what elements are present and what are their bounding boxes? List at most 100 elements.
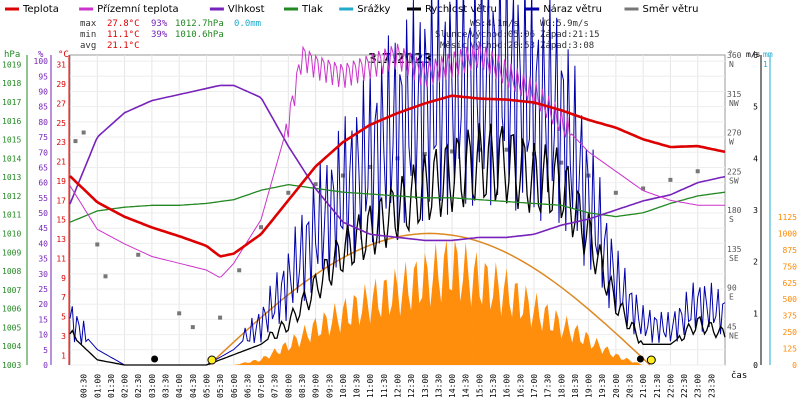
humidity-tick-label: 0 — [43, 361, 48, 370]
x-tick-label: 09:30 — [325, 374, 334, 398]
direction-tick-label: 270 — [727, 129, 742, 138]
solar-theoretical-curve — [208, 232, 651, 366]
humidity-tick-label: 10 — [38, 331, 48, 340]
pressure-tick-label: 1013 — [2, 173, 21, 182]
solar-tick-label: 250 — [783, 328, 798, 337]
direction-tick-label: E — [729, 293, 734, 302]
x-tick-label: 03:30 — [162, 374, 171, 398]
solar-tick-label: 125 — [783, 345, 798, 354]
rain-axis-label: mm — [763, 50, 773, 59]
solar-tick-label: 0 — [792, 361, 797, 370]
humidity-tick-label: 20 — [38, 300, 48, 309]
pressure-tick-label: 1011 — [2, 211, 21, 220]
pressure-tick-label: 1014 — [2, 154, 21, 163]
wind-axis-label: m/s — [746, 50, 761, 59]
moon-set: Západ:3:08 — [540, 41, 594, 51]
wind-direction-point — [668, 177, 673, 182]
solar-tick-label: 375 — [783, 312, 798, 321]
wind-direction-point — [190, 325, 195, 330]
humidity-tick-label: 60 — [38, 179, 48, 188]
wind-speed-line — [69, 123, 726, 366]
humidity-tick-label: 95 — [38, 72, 48, 81]
x-tick-label: 04:00 — [175, 374, 184, 398]
moon-icon — [151, 355, 159, 363]
wind-direction-point — [504, 147, 509, 152]
x-tick-label: 21:00 — [639, 374, 648, 398]
icon-layer — [151, 355, 656, 365]
solar-tick-label: 500 — [783, 295, 798, 304]
stats-wg: WG:5.9m/s — [540, 19, 589, 29]
pressure-tick-label: 1008 — [2, 267, 21, 276]
x-tick-label: 02:00 — [121, 374, 130, 398]
direction-tick-label: SW — [729, 176, 739, 185]
stats-min-label: min — [80, 30, 96, 40]
legend: Teplota Přízemní teplota Vlhkost Tlak Srážky… — [5, 3, 698, 15]
wind-direction-point — [73, 139, 78, 144]
wind-direction-point — [81, 130, 86, 135]
wind-direction-point — [695, 169, 700, 174]
direction-tick-label: 225 — [727, 167, 742, 176]
legend-label: Tlak — [301, 4, 323, 15]
pressure-tick-label: 1007 — [2, 286, 21, 295]
direction-tick-label: 45 — [727, 322, 737, 331]
temperature-tick-label: 9 — [61, 274, 66, 283]
humidity-tick-label: 35 — [38, 255, 48, 264]
moon-label: Měsíc — [440, 41, 467, 51]
x-tick-label: 16:30 — [516, 374, 525, 398]
pressure-tick-label: 1019 — [2, 60, 21, 69]
wind-direction-point — [313, 182, 318, 187]
humidity-tick-label: 55 — [38, 194, 48, 203]
direction-tick-label: 135 — [727, 245, 742, 254]
wind-direction-point — [422, 152, 427, 157]
temperature-tick-label: 19 — [56, 177, 66, 186]
x-tick-label: 03:00 — [148, 374, 157, 398]
humidity-tick-label: 40 — [38, 239, 48, 248]
humidity-tick-label: 75 — [38, 133, 48, 142]
pressure-tick-label: 1006 — [2, 305, 21, 314]
x-tick-label: 11:30 — [380, 374, 389, 398]
sun-icon — [207, 355, 217, 365]
direction-tick-label: W — [729, 138, 734, 147]
temperature-tick-label: 23 — [56, 138, 66, 147]
humidity-tick-label: 85 — [38, 103, 48, 112]
legend-label: Vlhkost — [228, 4, 265, 15]
humidity-tick-label: 45 — [38, 224, 48, 233]
x-tick-label: 23:00 — [694, 374, 703, 398]
solar-tick-label: 750 — [783, 262, 798, 271]
temperature-axis-label: °C — [58, 50, 69, 60]
solar-tick-label: 625 — [783, 279, 798, 288]
legend-label: Teplota — [22, 4, 59, 15]
x-tick-label: 21:30 — [653, 374, 662, 398]
stats-max-hum: 93% — [151, 19, 168, 29]
legend-label: Srážky — [357, 3, 390, 15]
pressure-tick-label: 1017 — [2, 98, 21, 107]
x-tick-label: 08:00 — [284, 374, 293, 398]
temperature-tick-label: 11 — [56, 254, 66, 263]
wind-direction-point — [95, 242, 100, 247]
temperature-line — [69, 94, 726, 258]
stats-min-press: 1010.6hPa — [175, 30, 224, 40]
wind-tick-label: 5 — [753, 103, 758, 112]
wind-direction-point — [368, 164, 373, 169]
direction-tick-label: NE — [729, 331, 739, 340]
humidity-tick-label: 15 — [38, 315, 48, 324]
humidity-tick-label: 80 — [38, 118, 48, 127]
x-tick-label: 02:30 — [134, 374, 143, 398]
temperature-tick-label: 29 — [56, 80, 66, 89]
solar-radiation-area — [70, 240, 725, 365]
temperature-tick-label: 7 — [61, 293, 66, 302]
rain-tick-label: 1 — [763, 60, 768, 69]
temperature-tick-label: 25 — [56, 119, 66, 128]
temperature-tick-label: 1 — [61, 351, 66, 360]
wind-direction-point — [237, 268, 242, 273]
pressure-tick-label: 1005 — [2, 323, 21, 332]
x-axis: 00:30 01:00 01:30 02:00 02:30 03:00 03:30 04:00… — [80, 374, 717, 398]
temperature-tick-label: 3 — [61, 332, 66, 341]
pressure-tick-label: 1009 — [2, 248, 21, 257]
pressure-line — [69, 183, 726, 223]
wind-tick-label: 4 — [753, 154, 758, 163]
humidity-tick-label: 50 — [38, 209, 48, 218]
x-tick-label: 10:00 — [339, 374, 348, 398]
stats-max-rain: 0.0mm — [234, 19, 261, 29]
legend-label: Přízemní teplota — [97, 3, 179, 15]
